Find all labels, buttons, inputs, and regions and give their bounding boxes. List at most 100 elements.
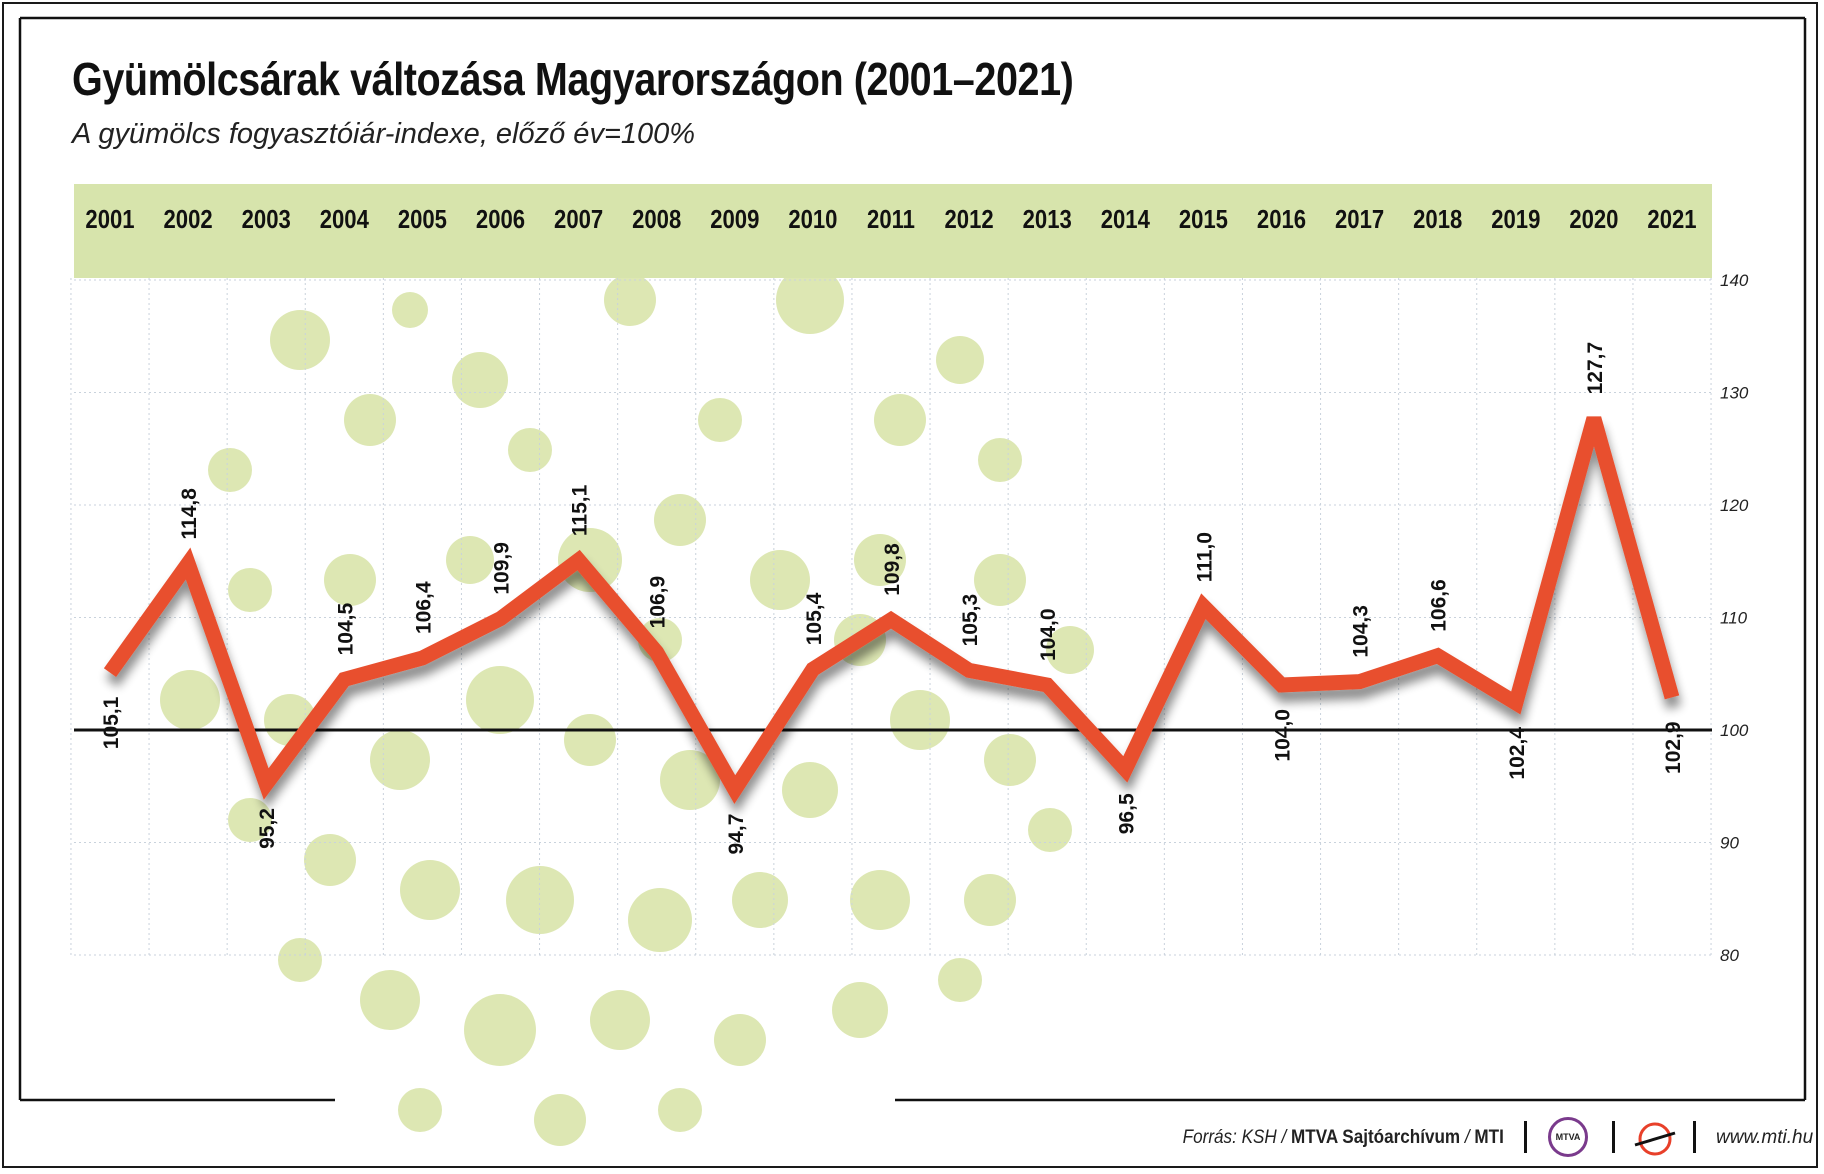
y-tick-label: 130 [1720,384,1749,403]
fruit-shape [776,266,844,334]
x-year-label: 2017 [1335,205,1384,234]
y-tick-label: 100 [1720,721,1749,740]
fruit-shape [360,970,420,1030]
x-year-label: 2008 [632,205,681,234]
value-label: 104,0 [1272,709,1295,762]
value-label: 105,3 [959,594,982,647]
mtva-logo: MTVA [1548,1117,1588,1157]
fruit-decoration [160,266,1094,1146]
value-label: 127,7 [1584,342,1607,395]
data-value-labels: 105,1 114,8 95,2 104,5 106,4 109,9 115,1 106,9 9… [100,342,1685,855]
x-year-label: 2007 [554,205,603,234]
fruit-shape [660,750,720,810]
price-index-line [103,416,1680,805]
fruit-shape [874,394,926,446]
fruit-shape [964,874,1016,926]
fruit-shape [452,352,508,408]
x-year-label: 2015 [1179,205,1228,234]
value-label: 104,0 [1037,608,1060,661]
fruit-shape [534,1094,586,1146]
source-credit: Forrás: KSH / MTVA Sajtóarchívum / MTI [1183,1127,1504,1149]
fruit-shape [854,534,906,586]
y-tick-label: 140 [1720,271,1749,290]
source-separator: / [1460,1127,1475,1148]
fruit-shape [732,872,788,928]
x-year-label: 2004 [320,205,370,234]
fruit-shape [936,336,984,384]
x-year-label: 2019 [1491,205,1540,234]
source-prefix: Forrás: KSH / [1182,1127,1292,1148]
fruit-shape [400,860,460,920]
fruit-shape [564,714,616,766]
fruit-shape [654,494,706,546]
footer-divider [1524,1121,1527,1153]
y-tick-label: 90 [1720,834,1739,853]
fruit-shape [228,798,272,842]
fruit-shape [832,982,888,1038]
value-label: 104,3 [1350,605,1373,658]
x-year-label: 2003 [242,205,291,234]
x-year-label: 2018 [1413,205,1462,234]
fruit-shape [628,888,692,952]
fruit-shape [270,310,330,370]
x-year-label: 2012 [945,205,994,234]
value-label: 94,7 [725,814,748,855]
fruit-shape [984,734,1036,786]
fruit-shape [370,730,430,790]
value-label: 104,5 [334,603,357,656]
fruit-shape [392,292,428,328]
fruit-shape [278,938,322,982]
x-year-label: 2010 [788,205,837,234]
fruit-shape [698,398,742,442]
fruit-shape [1046,626,1094,674]
fruit-shape [508,428,552,472]
value-label: 109,9 [491,542,514,595]
value-label: 102,9 [1662,721,1685,774]
website-link[interactable]: www.mti.hu [1716,1127,1814,1148]
fruit-shape [714,1014,766,1066]
fruit-shape [938,958,982,1002]
fruit-shape [890,690,950,750]
x-year-label: 2009 [710,205,759,234]
x-year-label: 2020 [1569,205,1618,234]
chart-title: Gyümölcsárak változása Magyarországon (2… [72,53,1074,105]
fruit-shape [782,762,838,818]
x-axis-year-labels: 2001 2002 2003 2004 2005 2006 2007 2008 2009 2010… [85,205,1696,234]
x-year-label: 2005 [398,205,447,234]
value-label: 102,4 [1506,727,1529,780]
x-year-label: 2014 [1101,205,1151,234]
fruit-shape [558,528,622,592]
fruit-shape [1028,808,1072,852]
value-label: 105,4 [803,592,826,645]
footer-divider [1693,1121,1696,1153]
value-label: 95,2 [256,808,279,849]
fruit-shape [464,994,536,1066]
value-label: 115,1 [569,484,592,536]
source-mti: MTI [1474,1127,1504,1148]
fruit-shape [978,438,1022,482]
value-label: 105,1 [100,696,123,749]
fruit-shape [446,536,494,584]
y-tick-label: 110 [1720,609,1748,628]
chart-subtitle: A gyümölcs fogyasztóiár-indexe, előző év… [72,118,696,150]
fruit-shape [590,990,650,1050]
fruit-shape [658,1088,702,1132]
x-year-label: 2011 [867,205,915,234]
fruit-shape [604,274,656,326]
fruit-shape [466,666,534,734]
value-label: 111,0 [1193,532,1216,582]
fruit-shape [304,834,356,886]
x-year-label: 2016 [1257,205,1306,234]
fruit-shape [208,448,252,492]
fruit-shape [974,554,1026,606]
footer-divider [1612,1121,1615,1153]
fruit-shape [398,1088,442,1132]
y-tick-label: 120 [1720,496,1749,515]
x-year-label: 2002 [164,205,213,234]
value-label: 106,9 [647,576,670,629]
x-year-label: 2006 [476,205,525,234]
fruit-shape [160,670,220,730]
y-tick-label: 80 [1720,946,1739,965]
